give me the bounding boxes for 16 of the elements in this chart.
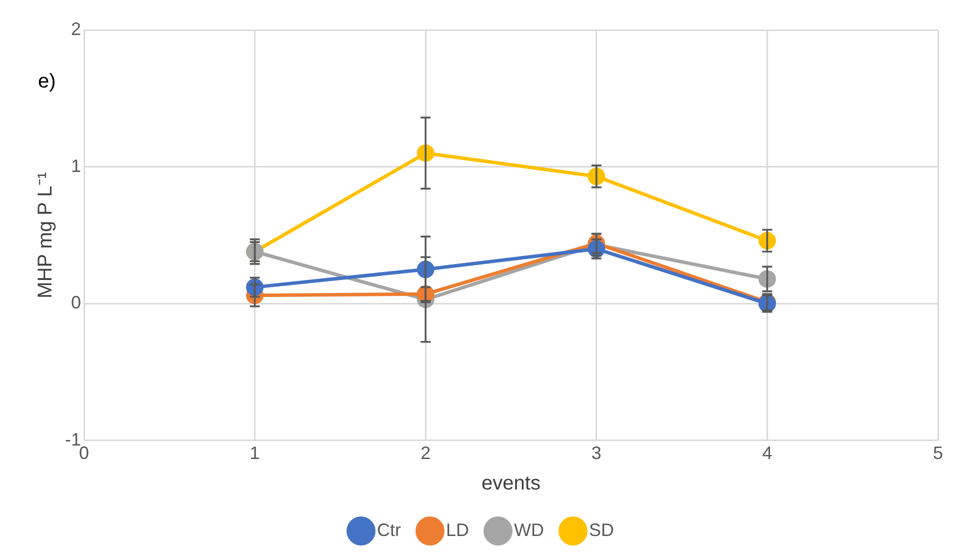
y-tick-label: 0: [70, 292, 82, 313]
y-tick-label: 1: [70, 156, 82, 176]
legend-label: LD: [446, 520, 470, 540]
x-tick-label: 5: [932, 443, 944, 464]
text: e): [38, 70, 56, 93]
y-tick-label: -1: [64, 429, 82, 450]
y-axis-title: MHP mg P L⁻¹: [34, 172, 57, 298]
legend-label: SD: [588, 520, 614, 540]
x-axis-title: events: [482, 472, 540, 495]
legend-label: WD: [514, 520, 544, 540]
x-tick-label: 1: [250, 443, 260, 464]
x-tick-label: 4: [762, 443, 772, 464]
x-tick-label: 2: [420, 443, 431, 464]
x-tick-label: 3: [591, 443, 602, 464]
legend-label: Ctr: [377, 520, 401, 540]
y-tick-label: 2: [70, 18, 82, 39]
